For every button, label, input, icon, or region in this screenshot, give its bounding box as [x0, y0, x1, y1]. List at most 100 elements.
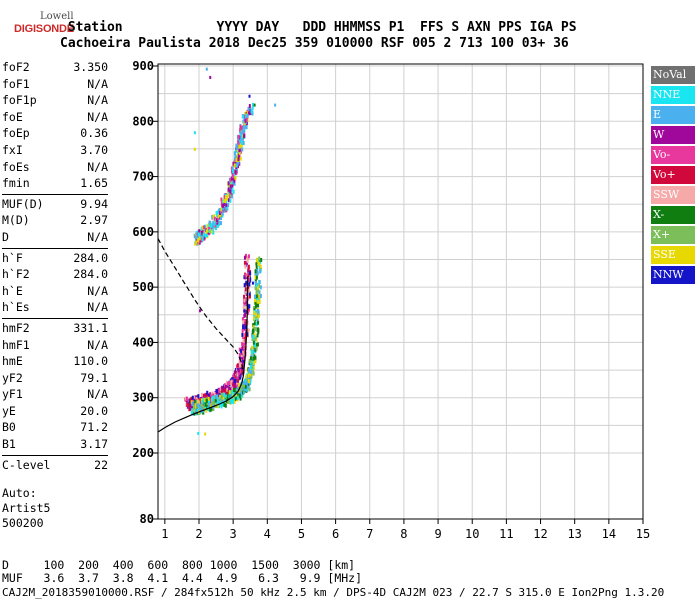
echo-point	[243, 121, 246, 126]
echo-point	[235, 380, 238, 385]
echo-point	[251, 106, 254, 111]
echo-point	[231, 174, 234, 179]
echo-point	[227, 193, 230, 198]
echo-point	[239, 387, 242, 392]
echo-point	[225, 391, 228, 396]
echo-point	[244, 275, 247, 280]
echo-point	[213, 396, 216, 401]
legend-entry: W	[651, 126, 695, 144]
x-tick-label: 11	[499, 527, 513, 541]
echo-point	[246, 377, 249, 382]
parameter-row: C-level 22	[2, 457, 108, 474]
echo-point	[195, 408, 198, 413]
parameter-name: h`Es	[2, 300, 30, 315]
logo-lowell-text: Lowell	[40, 11, 74, 22]
echo-point	[254, 294, 257, 299]
echo-point	[195, 240, 198, 245]
echo-point	[209, 220, 212, 225]
echo-point	[208, 402, 211, 407]
echo-point	[220, 209, 223, 214]
echo-point	[210, 223, 213, 228]
echo-point	[200, 235, 203, 240]
echo-point	[220, 385, 223, 390]
echo-point	[213, 221, 216, 226]
echo-point	[245, 285, 248, 290]
echo-point	[254, 300, 257, 305]
echo-point	[228, 380, 231, 385]
echo-point	[201, 229, 204, 234]
echo-point	[232, 382, 235, 387]
echo-point	[234, 378, 237, 383]
echo-point	[250, 375, 253, 380]
y-tick-label: 500	[132, 280, 154, 294]
echo-point	[250, 109, 253, 114]
echo-point	[242, 338, 245, 343]
parameter-row: hmF2 331.1	[2, 320, 108, 337]
echo-point	[258, 256, 261, 261]
echo-point	[239, 360, 242, 365]
echo-point	[247, 277, 250, 282]
echo-point	[258, 284, 261, 289]
echo-point	[253, 316, 256, 321]
parameter-name: C-level	[2, 457, 51, 472]
echo-point	[225, 380, 228, 385]
parameter-row: fmin 1.65	[2, 175, 108, 192]
echo-point	[241, 341, 244, 346]
x-tick-label: 9	[434, 527, 441, 541]
echo-point	[259, 269, 262, 274]
echo-point	[240, 394, 243, 399]
parameter-row: h`F 284.0	[2, 250, 108, 267]
parameter-name: h`F2	[2, 267, 30, 282]
scattered-echo	[274, 103, 277, 107]
echo-point	[224, 391, 227, 396]
parameter-separator	[2, 247, 108, 249]
parameter-row: MUF(D) 9.94	[2, 196, 108, 213]
parameter-row: h`F2 284.0	[2, 266, 108, 283]
header-labels-row: Station YYYY DAY DDD HHMMSS P1 FFS S AXN…	[60, 20, 577, 35]
echo-point	[231, 180, 234, 185]
legend-entry: NNE	[651, 86, 695, 104]
echo-point	[203, 400, 206, 405]
echo-point	[254, 347, 257, 352]
parameter-name: foF2	[2, 60, 30, 74]
echo-point	[245, 291, 248, 296]
scaled-parameters-panel: foF2 3.350 foF1 N/A foF1p N/A foE N/A foEp 0.36 fx…	[2, 59, 108, 473]
echo-point	[255, 294, 258, 299]
echo-point	[200, 392, 203, 397]
echo-point	[257, 303, 260, 308]
echo-point	[249, 111, 252, 116]
parameter-row: foF1p N/A	[2, 92, 108, 109]
echo-point	[214, 394, 217, 399]
echo-point	[235, 143, 238, 148]
parameter-name: fmin	[2, 176, 30, 191]
echo-point	[222, 395, 225, 400]
echo-point	[238, 148, 241, 153]
echo-point	[211, 225, 214, 230]
parameter-name: D	[2, 229, 9, 244]
echo-point	[232, 161, 235, 166]
echo-point	[199, 410, 202, 415]
echo-point	[245, 280, 248, 285]
echo-point	[254, 272, 257, 277]
echo-point	[243, 275, 246, 280]
parameter-value: 284.0	[73, 267, 108, 282]
echo-point	[244, 289, 247, 294]
echo-point	[194, 400, 197, 405]
echo-point	[247, 286, 250, 291]
echo-point	[196, 241, 199, 246]
echo-point	[224, 385, 227, 390]
echo-point	[237, 157, 240, 162]
echo-point	[225, 195, 228, 200]
legend-entry: E	[651, 106, 695, 124]
echo-point	[254, 286, 257, 291]
echo-point	[247, 328, 250, 333]
echo-point	[198, 229, 201, 234]
echo-point	[201, 225, 204, 230]
echo-point	[241, 346, 244, 351]
echo-point	[244, 118, 247, 123]
parameter-value: 79.1	[80, 370, 108, 385]
echo-point	[204, 393, 207, 398]
echo-point	[241, 114, 244, 119]
echo-point	[191, 395, 194, 400]
echo-point	[225, 203, 228, 208]
